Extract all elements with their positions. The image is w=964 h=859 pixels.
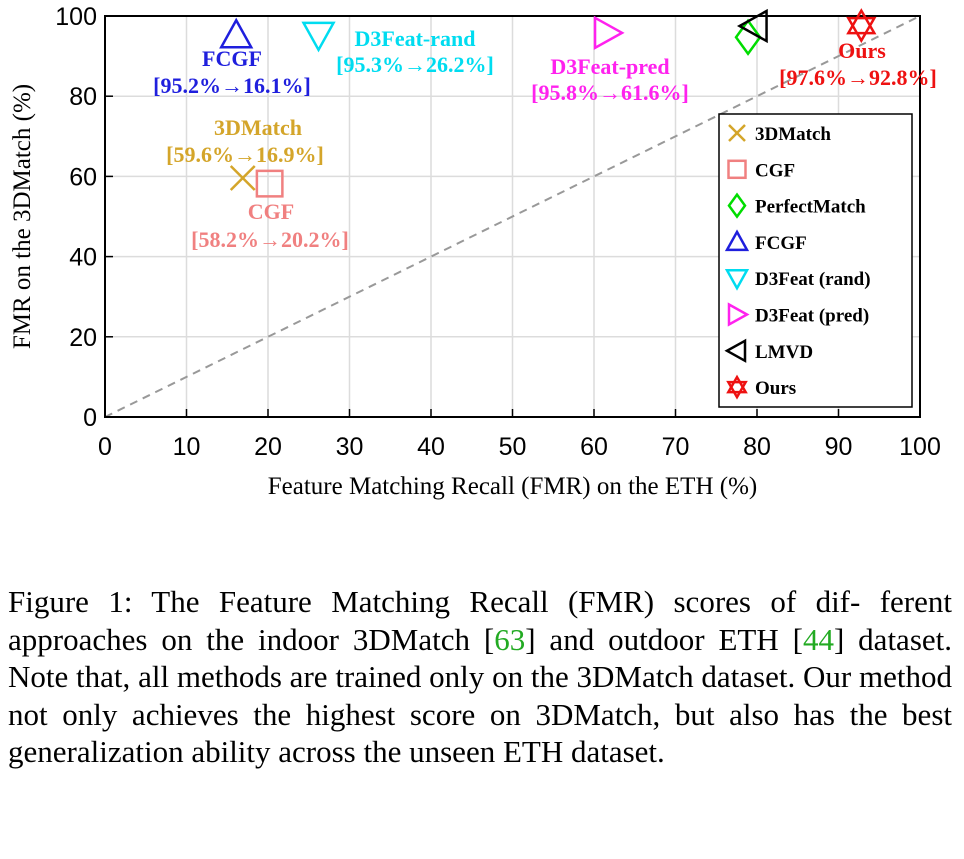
fmr-scatter-chart: 0 10 20 30 40 50 60 70 80 90 100 0 20 40 60 80 100 Feat…	[9, 3, 941, 500]
legend-label: LMVD	[755, 342, 813, 363]
x-tick-label: 0	[98, 433, 112, 461]
legend-item: D3Feat (rand)	[724, 268, 871, 291]
annotation-values: [95.2%→16.1%]	[153, 73, 311, 98]
y-tick-label: 0	[83, 404, 97, 432]
legend-label: 3DMatch	[755, 124, 831, 145]
point-ours	[846, 8, 877, 44]
annotation-name: FCGF	[202, 46, 262, 71]
legend-item: FCGF	[724, 229, 807, 254]
data-points	[219, 8, 877, 198]
legend-marker	[727, 302, 750, 327]
x-tick-label: 60	[580, 433, 608, 461]
y-tick-label: 20	[69, 324, 97, 352]
y-axis-ticks: 0 20 40 60 80 100	[55, 3, 113, 432]
y-tick-label: 100	[55, 3, 97, 31]
legend-label: D3Feat (rand)	[755, 269, 871, 290]
caption-middle: ] and outdoor ETH [	[525, 621, 803, 657]
legend-marker	[727, 192, 747, 219]
x-tick-label: 100	[899, 433, 941, 461]
legend-marker	[724, 229, 750, 252]
legend-box	[718, 113, 913, 408]
annotation-name: CGF	[248, 199, 294, 224]
citation-link-44[interactable]: 44	[802, 621, 834, 657]
annotation-values: [97.6%→92.8%]	[779, 65, 937, 90]
legend-item: PerfectMatch	[727, 192, 866, 219]
legend: 3DMatch CGF PerfectMatch FCGF D3Feat (rand) D…	[718, 113, 913, 408]
legend-label: PerfectMatch	[755, 197, 866, 218]
legend-item: LMVD	[724, 338, 813, 363]
annotation-values: [95.8%→61.6%]	[531, 80, 689, 105]
x-axis-ticks: 0 10 20 30 40 50 60 70 80 90 100	[98, 409, 941, 461]
diagonal-reference-line	[104, 15, 921, 418]
legend-item: 3DMatch	[728, 124, 831, 145]
annotation-values: [59.6%→16.9%]	[166, 142, 324, 167]
legend-item: Ours	[726, 374, 796, 400]
citation-link-63[interactable]: 63	[494, 621, 526, 657]
legend-marker	[727, 159, 747, 180]
annotation-name: Ours	[838, 38, 886, 63]
legend-label: Ours	[755, 378, 796, 399]
point-annotations: 3DMatch[59.6%→16.9%]CGF[58.2%→20.2%]FCGF…	[153, 26, 937, 252]
y-axis-label: FMR on the 3DMatch (%)	[9, 84, 36, 349]
caption-prefix: Figure 1: The Feature Matching Recall (F…	[8, 584, 952, 657]
point-lmvd	[736, 8, 768, 44]
legend-marker	[726, 374, 748, 400]
annotation-name: 3DMatch	[214, 115, 302, 140]
x-tick-label: 50	[499, 433, 527, 461]
legend-label: FCGF	[755, 233, 807, 254]
x-tick-label: 90	[825, 433, 853, 461]
y-tick-label: 60	[69, 163, 97, 191]
legend-marker	[724, 268, 750, 291]
point-d3feat-pred-	[593, 15, 625, 50]
x-axis-label: Feature Matching Recall (FMR) on the ETH…	[268, 473, 757, 500]
annotation-values: [58.2%→20.2%]	[191, 227, 349, 252]
annotation-values: [95.3%→26.2%]	[336, 52, 494, 77]
legend-marker	[728, 124, 746, 142]
legend-label: D3Feat (pred)	[755, 306, 869, 327]
x-tick-label: 10	[173, 433, 201, 461]
figure-caption: Figure 1: The Feature Matching Recall (F…	[8, 583, 952, 771]
caption-suffix: ] dataset. Note that, all methods are tr…	[8, 621, 953, 770]
point-fcgf	[219, 17, 254, 49]
x-tick-label: 80	[743, 433, 771, 461]
legend-label: CGF	[755, 160, 795, 181]
annotation-name: D3Feat-pred	[550, 54, 669, 79]
point-3dmatch	[229, 165, 256, 191]
legend-marker	[724, 338, 747, 363]
x-tick-label: 30	[336, 433, 364, 461]
point-perfectmatch	[734, 18, 762, 56]
annotation-name: D3Feat-rand	[355, 26, 476, 51]
x-tick-label: 70	[662, 433, 690, 461]
y-tick-label: 40	[69, 244, 97, 272]
legend-item: D3Feat (pred)	[727, 302, 869, 327]
legend-item: CGF	[727, 159, 795, 181]
y-tick-label: 80	[69, 83, 97, 111]
point-d3feat-rand-	[301, 21, 336, 53]
x-tick-label: 20	[254, 433, 282, 461]
point-cgf	[255, 169, 284, 198]
x-tick-label: 40	[417, 433, 445, 461]
